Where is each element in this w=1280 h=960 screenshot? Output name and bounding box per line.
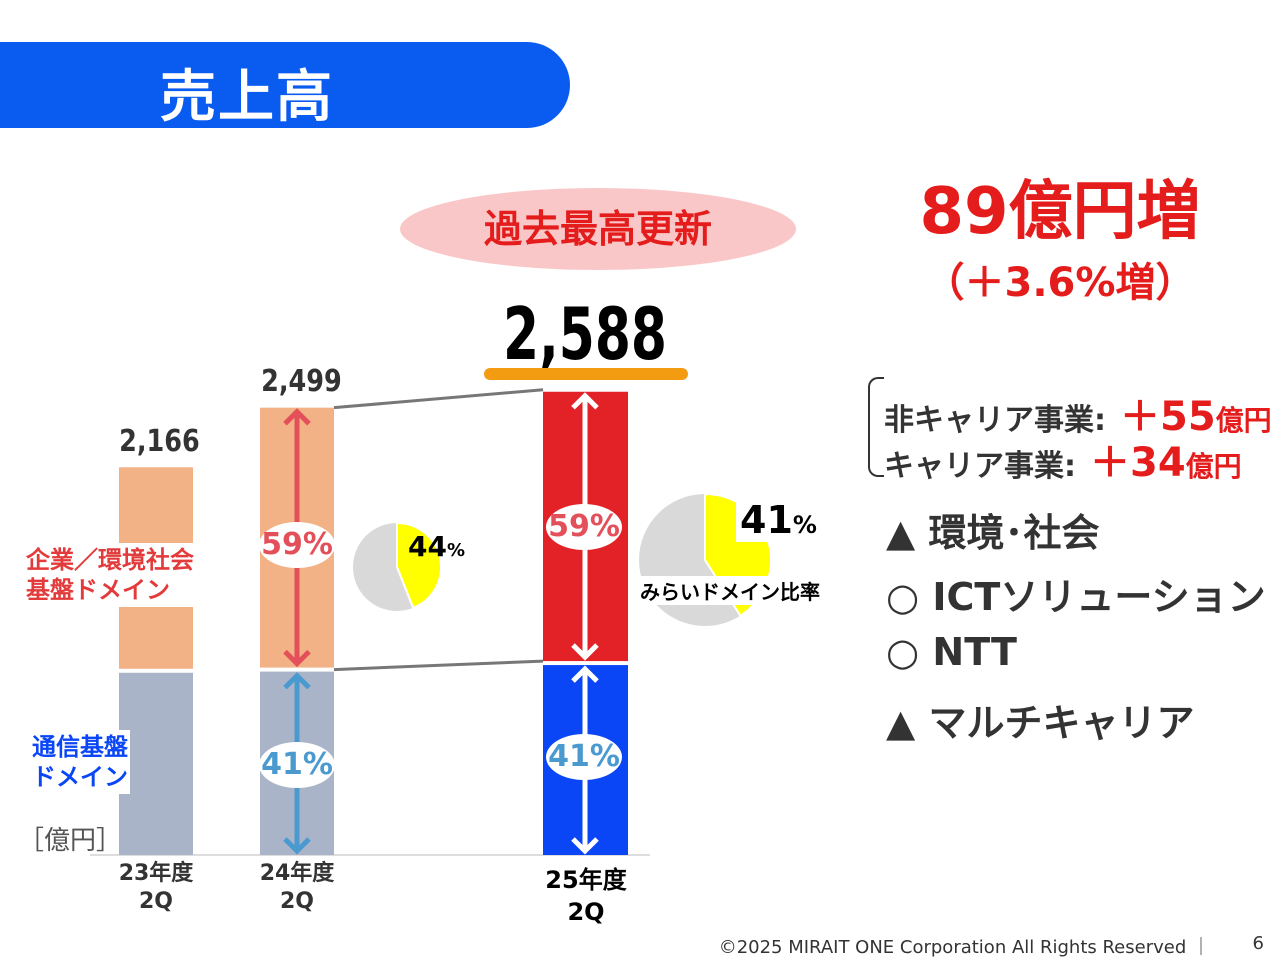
legend-upper: 企業／環境社会 基盤ドメイン [24, 543, 196, 607]
segment-item: ○ ICTソリューション [886, 566, 1266, 621]
segment-label: マルチキャリア [928, 701, 1195, 745]
x-tick-line: 25年度 [545, 866, 627, 894]
total-underline [484, 368, 688, 380]
x-tick-25: 25年度 2Q [526, 864, 646, 928]
share-label-25-lower: 41% [546, 734, 622, 780]
breakdown-unit: 億円 [1185, 450, 1242, 483]
total-label-23: 2,166 [119, 424, 200, 459]
arrow-25-upper-head [571, 392, 599, 410]
connector-top [333, 388, 544, 410]
segment-label: NTT [932, 630, 1017, 674]
page-title: 売上高 [160, 65, 334, 130]
total-label-25: 2,588 [503, 292, 667, 376]
x-tick-line: 23年度 [118, 861, 194, 886]
legend-lower: 通信基盤 ドメイン [30, 730, 130, 794]
arrow-24-upper-head [283, 408, 311, 426]
increase-percent: （＋3.6%増） [924, 260, 1196, 306]
x-tick-line: 2Q [567, 898, 605, 926]
footer-copyright: ©2025 MIRAIT ONE Corporation All Rights … [718, 937, 1210, 958]
breakdown-label: キャリア事業: [884, 449, 1076, 484]
x-tick-line: 2Q [138, 889, 173, 914]
arrow-25-lower-head [571, 665, 599, 683]
total-label-24: 2,499 [261, 364, 342, 399]
brace-icon [868, 377, 884, 477]
segment-item: ▲ 環境･社会 [886, 502, 1099, 557]
circle-icon: ○ [886, 630, 920, 674]
arrow-24-lower-head [283, 837, 311, 855]
title-banner: 売上高 [0, 42, 570, 130]
mirai-ratio-25: 41% [736, 498, 821, 542]
breakdown-value: ＋55 [1120, 394, 1216, 440]
segment-label: 環境･社会 [928, 511, 1100, 555]
share-label-24-lower: 41% [259, 742, 335, 788]
legend-lower-line2: ドメイン [32, 763, 128, 791]
ratio-suffix: % [792, 511, 817, 539]
share-label-25-upper: 59% [546, 504, 622, 550]
legend-upper-line2: 基盤ドメイン [26, 576, 170, 604]
bar-lower-0 [119, 672, 193, 855]
arrow-24-lower-head [283, 672, 311, 690]
page-number: 6 [1252, 933, 1264, 954]
ratio-suffix: % [446, 540, 466, 561]
mirai-ratio-24: 44% [408, 530, 465, 563]
unit-label: ［億円］ [18, 826, 123, 856]
ratio-value: 44 [408, 530, 447, 563]
connector-split [333, 659, 544, 672]
x-tick-24: 24年度 2Q [237, 860, 357, 916]
segment-label: ICTソリューション [932, 575, 1266, 619]
breakdown-value: ＋34 [1090, 440, 1186, 486]
breakdown-carrier: キャリア事業: ＋34億円 [884, 430, 1242, 488]
segment-item: ▲ マルチキャリア [886, 692, 1194, 747]
arrow-24-upper-head [283, 649, 311, 668]
segment-item: ○ NTT [886, 630, 1017, 674]
x-tick-line: 2Q [279, 889, 314, 914]
breakdown-unit: 億円 [1215, 404, 1272, 437]
increase-amount: 89億円増 [919, 175, 1201, 249]
ratio-value: 41 [740, 498, 793, 542]
share-label-24-upper: 59% [259, 522, 335, 568]
x-tick-23: 23年度 2Q [96, 860, 216, 916]
x-tick-line: 24年度 [259, 861, 335, 886]
arrow-25-lower-head [571, 837, 599, 855]
legend-upper-line1: 企業／環境社会 [26, 546, 194, 574]
arrow-25-upper-head [571, 643, 599, 661]
breakdown-noncarrier: 非キャリア事業: ＋55億円 [884, 384, 1272, 442]
triangle-icon: ▲ [886, 701, 916, 745]
breakdown-label: 非キャリア事業: [884, 403, 1106, 438]
mirai-ratio-label: みらいドメイン比率 [638, 576, 822, 605]
circle-icon: ○ [886, 575, 920, 619]
pie-24-yellow [396, 521, 442, 610]
triangle-icon: ▲ [886, 511, 916, 555]
legend-lower-line1: 通信基盤 [32, 733, 128, 761]
record-badge: 過去最高更新 [400, 188, 796, 270]
